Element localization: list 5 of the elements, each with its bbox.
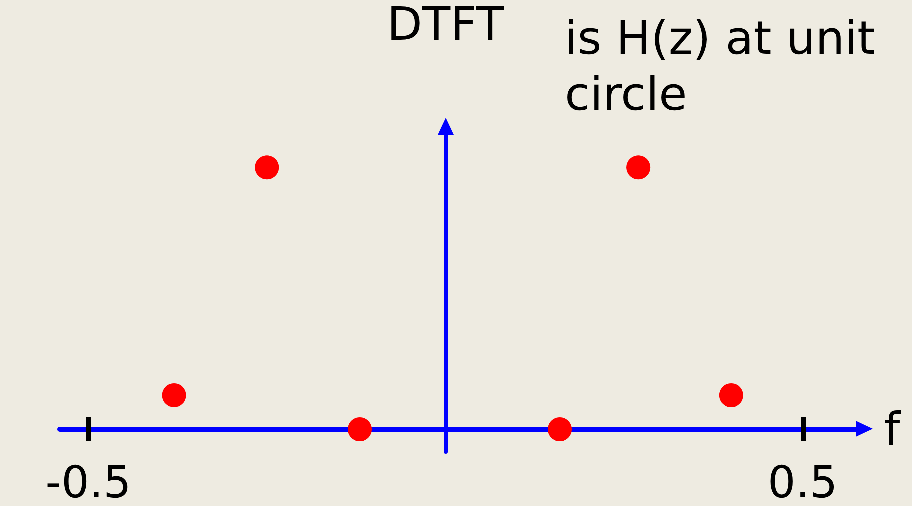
x-tick-label: -0.5 [46,458,132,506]
x-tick-label: 0.5 [768,458,838,506]
y-axis-title: DTFT [387,0,506,51]
text: is H(z) at unit circle [565,11,890,121]
x-axis-title: f [884,402,902,456]
